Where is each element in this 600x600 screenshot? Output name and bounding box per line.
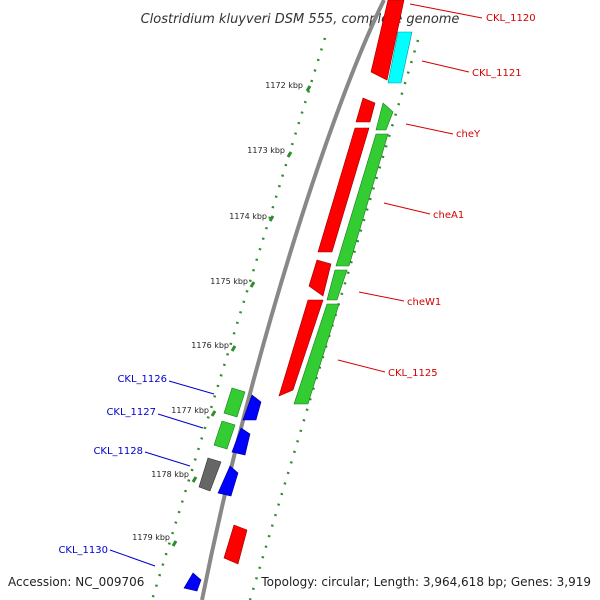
tick-label: 1173 kbp — [247, 146, 285, 155]
leader-chey — [405, 123, 454, 135]
tick-1174: 1174 kbp — [229, 212, 275, 222]
tick-mark — [286, 151, 293, 158]
gene-ckl-1129[interactable] — [223, 524, 248, 565]
label-ckl-1128[interactable]: CKL_1128 — [93, 446, 143, 457]
genome-backbone — [200, 0, 386, 600]
leader-ckl-1121 — [421, 60, 470, 73]
label-chey[interactable]: cheY — [456, 129, 481, 140]
gene-ckl-1127[interactable] — [213, 420, 236, 450]
label-ckl-1125[interactable]: CKL_1125 — [388, 368, 438, 379]
label-ckl-1126[interactable]: CKL_1126 — [117, 374, 167, 385]
gene-ckl-1128-rev[interactable] — [217, 465, 239, 497]
tick-1176: 1176 kbp — [191, 341, 237, 352]
gene-ckl-1128[interactable] — [198, 457, 222, 492]
tick-label: 1175 kbp — [210, 277, 248, 286]
tick-1179: 1179 kbp — [132, 533, 178, 547]
gene-chey[interactable] — [355, 97, 376, 123]
gene-ckl-1130[interactable] — [183, 572, 202, 592]
gene-ckl-1127-rev[interactable] — [231, 427, 251, 456]
tick-1177: 1177 kbp — [171, 406, 217, 417]
gene-ckl-1125-band[interactable] — [293, 303, 340, 405]
accession-text: Accession: NC_009706 — [8, 575, 144, 589]
gene-ckl-1126-rev[interactable] — [242, 394, 262, 421]
leader-ckl-1125 — [337, 359, 386, 373]
tick-1178: 1178 kbp — [151, 470, 198, 483]
tick-mark — [230, 345, 237, 352]
gene-ckl-1125[interactable] — [278, 299, 324, 397]
gene-chea1-band[interactable] — [335, 133, 389, 267]
tick-mark — [249, 281, 256, 288]
gene-ckl-1126[interactable] — [223, 387, 246, 418]
label-ckl-1127[interactable]: CKL_1127 — [106, 407, 156, 418]
map-title: Clostridium kluyveri DSM 555, complete g… — [141, 12, 460, 27]
leader-ckl-1128 — [144, 451, 191, 467]
genome-summary-text: Topology: circular; Length: 3,964,618 bp… — [260, 575, 591, 589]
gene-chea1[interactable] — [317, 127, 370, 253]
leader-ckl-1127 — [157, 413, 204, 429]
gene-ckl-1121[interactable] — [387, 31, 413, 84]
tick-label: 1179 kbp — [132, 533, 170, 542]
label-chew1[interactable]: cheW1 — [407, 297, 441, 308]
tick-label: 1172 kbp — [265, 81, 303, 90]
tick-mark — [268, 215, 275, 222]
leader-ckl-1120 — [409, 3, 483, 19]
tick-label: 1176 kbp — [191, 341, 229, 350]
gene-chew1[interactable] — [308, 259, 332, 297]
tick-mark — [210, 410, 217, 417]
label-chea1[interactable]: cheA1 — [433, 210, 464, 221]
tick-label: 1177 kbp — [171, 406, 209, 415]
tick-mark — [171, 540, 178, 547]
tick-label: 1178 kbp — [151, 470, 189, 479]
gene-chey-band[interactable] — [375, 102, 394, 131]
tick-mark — [191, 476, 198, 483]
gene-ckl-1120[interactable] — [370, 0, 405, 81]
label-ckl-1121[interactable]: CKL_1121 — [472, 68, 522, 79]
tick-1172: 1172 kbp — [265, 81, 312, 92]
outer-tick-ring — [150, 37, 327, 600]
leader-chea1 — [383, 202, 431, 215]
gene-chew1-band[interactable] — [326, 269, 348, 301]
leader-ckl-1126 — [168, 380, 215, 395]
leader-chew1 — [358, 291, 405, 302]
label-ckl-1130[interactable]: CKL_1130 — [58, 545, 108, 556]
leader-ckl-1130 — [109, 549, 156, 567]
tick-1175: 1175 kbp — [210, 277, 256, 288]
tick-1173: 1173 kbp — [247, 146, 293, 158]
tick-label: 1174 kbp — [229, 212, 267, 221]
tick-mark — [305, 85, 312, 92]
label-ckl-1120[interactable]: CKL_1120 — [486, 13, 536, 24]
